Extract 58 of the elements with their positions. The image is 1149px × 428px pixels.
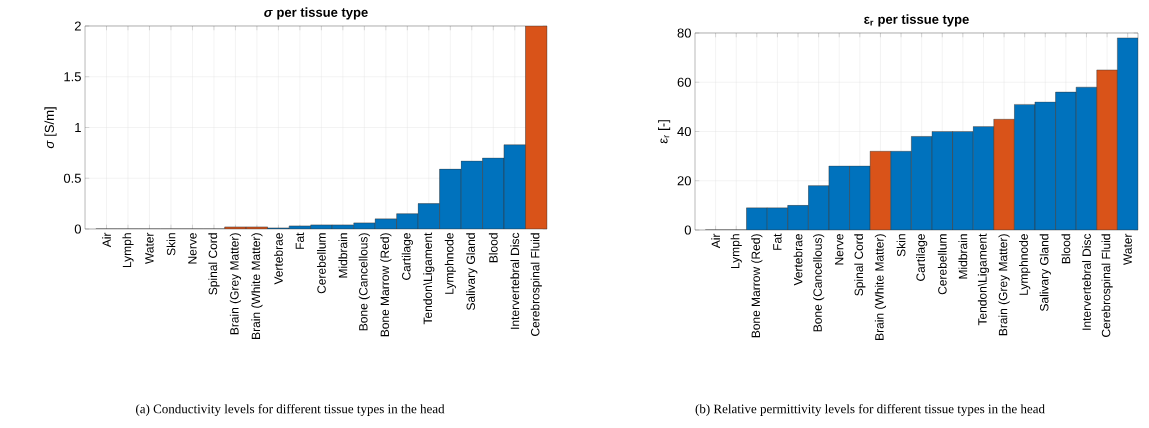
x-tick-label: Skin <box>896 234 906 257</box>
y-tick-label: 1.5 <box>64 72 81 82</box>
x-tick-label: Water <box>145 232 154 265</box>
x-tick-label: Lymph <box>730 234 742 269</box>
x-tick-label: Brain (White Matter) <box>874 234 887 340</box>
x-tick-label: Nerve <box>188 233 197 264</box>
x-tick-label: Brain (White Matter) <box>251 233 263 339</box>
x-tick-label: Tendon\Ligament <box>977 233 990 326</box>
y-tick-label: 80 <box>677 28 691 38</box>
x-tick-label: Water <box>1123 233 1132 266</box>
x-tick-label: Bone Marrow (Red) <box>751 234 763 338</box>
x-tick-label: Cerebrospinal Fluid <box>530 233 542 336</box>
text: (b) Relative permittivity levels for different tissue types in the head <box>695 404 1045 416</box>
x-tick-label: Fat <box>773 233 782 250</box>
y-tick-label: 20 <box>677 176 691 186</box>
text: (a) Conductivity levels for different tissue types in the head <box>136 404 445 416</box>
x-tick-label: Bone (Cancellous) <box>813 234 825 332</box>
x-tick-label: Air <box>711 233 720 249</box>
x-tick-label: Spinal Cord <box>854 234 866 296</box>
x-tick-label: Intervertebral Disc <box>1082 233 1091 330</box>
x-tick-label: Skin <box>166 233 176 256</box>
y-tick-label: 0.5 <box>63 173 81 183</box>
x-tick-label: Cartilage <box>916 234 928 281</box>
x-tick-label: Bone (Cancellous) <box>358 233 370 331</box>
chart-title: σ per tissue type <box>264 7 368 20</box>
x-tick-label: Vertebrae <box>793 234 803 286</box>
y-tick-label: 40 <box>677 126 691 137</box>
y-tick-label: 0 <box>684 225 691 235</box>
x-tick-label: Brain (Grey Matter) <box>998 234 1010 336</box>
x-tick-label: Salivary Gland <box>466 233 478 311</box>
y-tick-label: 60 <box>677 77 691 87</box>
y-axis-title: σ [S/m] <box>44 107 57 149</box>
x-tick-label: Vertebrae <box>274 233 283 285</box>
x-tick-label: Salivary Gland <box>1039 234 1051 312</box>
y-tick-label: 1 <box>75 123 81 132</box>
x-tick-label: Spinal Cord <box>208 233 220 295</box>
x-tick-label: Intervertebral Disc <box>510 232 520 329</box>
y-tick-label: 2 <box>74 21 81 31</box>
x-tick-label: Lymphnode <box>444 233 456 294</box>
x-tick-label: Cerebellum <box>937 234 947 295</box>
x-tick-label: Fat <box>295 232 305 249</box>
x-tick-label: Cerebellum <box>316 233 326 294</box>
y-tick-label: 0 <box>74 224 81 234</box>
x-tick-label: Bone Marrow (Red) <box>380 233 392 337</box>
x-tick-label: Nerve <box>835 234 844 265</box>
x-tick-label: Blood <box>1061 234 1071 264</box>
chart-title: ε$_{r}$ per tissue type <box>864 14 969 27</box>
x-tick-label: Air <box>102 232 111 248</box>
x-tick-label: Cartilage <box>401 233 413 280</box>
x-tick-label: Tendon\Ligament <box>423 232 435 325</box>
y-axis-title: ε$_{r}$ [-] <box>658 120 671 144</box>
x-tick-label: Blood <box>488 233 498 263</box>
x-tick-label: Midbrain <box>958 234 968 279</box>
x-tick-label: Cerebrospinal Fluid <box>1101 234 1113 337</box>
x-tick-label: Lymph <box>122 233 134 268</box>
x-tick-label: Lymphnode <box>1019 234 1031 295</box>
x-tick-label: Brain (Grey Matter) <box>229 233 242 335</box>
x-tick-label: Midbrain <box>338 233 348 278</box>
